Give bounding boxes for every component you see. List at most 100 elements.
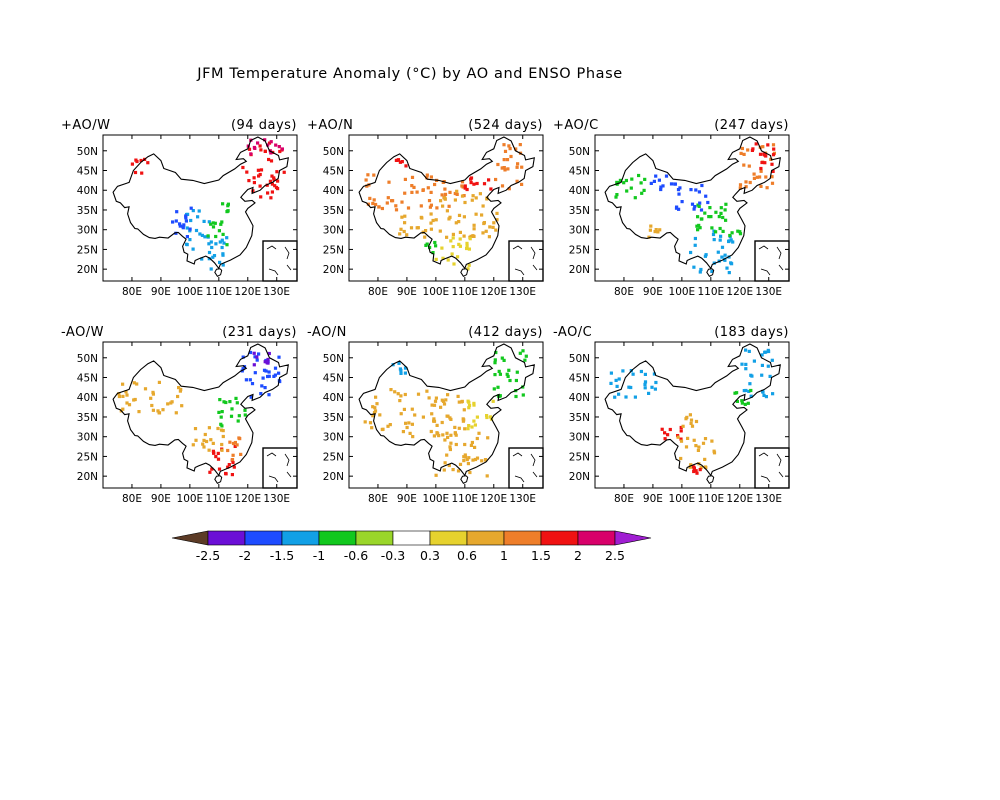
station-dot — [269, 159, 274, 163]
station-dot — [134, 158, 138, 162]
station-dot — [224, 400, 228, 405]
lat-tick-label: 50N — [77, 353, 98, 365]
station-dot — [218, 398, 222, 402]
station-dot — [157, 380, 161, 384]
station-dot — [692, 265, 696, 269]
station-dot — [431, 251, 435, 255]
station-dot — [256, 168, 260, 172]
colorbar-level-label: 0.3 — [420, 548, 440, 563]
station-dot — [615, 384, 619, 388]
station-dot — [494, 228, 498, 232]
station-dot — [442, 402, 447, 406]
station-dot — [220, 238, 224, 242]
station-dot — [181, 226, 185, 230]
lon-tick-label: 100E — [177, 286, 204, 298]
station-dot — [771, 392, 775, 396]
station-dot — [484, 229, 488, 233]
station-dot — [258, 144, 262, 148]
station-dot — [657, 178, 661, 182]
station-dot — [194, 438, 198, 442]
station-dot — [219, 415, 223, 419]
station-dot — [270, 190, 274, 194]
station-dot — [746, 401, 750, 405]
station-dot — [448, 447, 452, 452]
station-dot — [466, 267, 470, 271]
station-dot — [647, 235, 651, 239]
station-dot — [472, 401, 476, 405]
station-dot — [188, 238, 192, 242]
station-dot — [212, 451, 216, 455]
station-dot — [191, 247, 195, 251]
station-dot — [771, 143, 776, 147]
station-dot — [220, 410, 224, 414]
station-dot — [520, 165, 524, 169]
station-dot — [676, 435, 680, 439]
map-panel: +AO/N (524 days) 80E 90E 100E 110E 120E 130E 20N… — [301, 118, 549, 318]
station-dot — [180, 404, 184, 408]
station-dot — [151, 392, 155, 396]
station-dot — [719, 234, 723, 238]
station-dot — [503, 149, 508, 153]
station-dot — [217, 410, 221, 414]
station-dot — [446, 258, 450, 262]
colorbar-level-label: -2.5 — [196, 548, 220, 563]
station-dot — [485, 414, 489, 418]
station-dot — [680, 200, 684, 204]
station-dot — [371, 201, 375, 206]
station-dot — [659, 185, 663, 189]
station-dot — [219, 422, 223, 426]
station-dot — [237, 414, 241, 418]
station-dot — [719, 211, 723, 215]
hainan-outline — [214, 268, 223, 277]
station-dot — [491, 399, 495, 403]
station-dot — [721, 215, 725, 220]
station-dot — [706, 200, 710, 205]
station-dot — [492, 221, 496, 225]
station-dot — [276, 187, 280, 191]
station-dot — [217, 229, 221, 233]
station-dot — [661, 184, 665, 188]
station-dot — [220, 448, 224, 452]
station-dot — [642, 188, 646, 192]
panel-phase-label: -AO/W — [61, 325, 105, 340]
station-dot — [659, 187, 663, 192]
station-dot — [614, 378, 618, 382]
station-dot — [731, 240, 735, 244]
lat-tick-label: 20N — [569, 264, 590, 276]
station-dot — [695, 224, 699, 228]
lat-tick-label: 25N — [569, 451, 590, 463]
station-dot — [454, 442, 458, 447]
station-dot — [449, 441, 453, 445]
station-dot — [482, 221, 486, 225]
station-dot — [649, 181, 653, 185]
station-dot — [239, 452, 243, 456]
station-dot — [234, 396, 238, 400]
station-dot — [252, 363, 256, 367]
lat-tick-label: 50N — [569, 353, 590, 365]
station-dot — [403, 371, 407, 375]
station-dot — [420, 216, 424, 220]
station-dot — [760, 160, 764, 165]
station-dot — [615, 193, 619, 197]
station-dot — [693, 236, 697, 241]
station-dot — [698, 270, 702, 274]
colorbar-segment — [577, 530, 616, 546]
station-dot — [209, 267, 213, 271]
station-dot — [467, 403, 472, 408]
station-dot — [467, 263, 471, 267]
station-dot — [253, 355, 257, 359]
station-dot — [364, 178, 368, 182]
lon-tick-label: 90E — [643, 286, 663, 298]
station-dot — [469, 181, 473, 185]
station-dot — [462, 408, 466, 412]
station-dot — [434, 218, 438, 222]
station-dot — [403, 366, 408, 370]
station-dot — [243, 408, 247, 412]
station-dot — [378, 413, 382, 417]
china-outline — [604, 343, 781, 477]
station-dot — [465, 241, 469, 245]
station-dot — [435, 206, 439, 210]
station-dot — [690, 202, 695, 206]
station-dot — [643, 177, 647, 181]
station-dot — [375, 402, 379, 406]
